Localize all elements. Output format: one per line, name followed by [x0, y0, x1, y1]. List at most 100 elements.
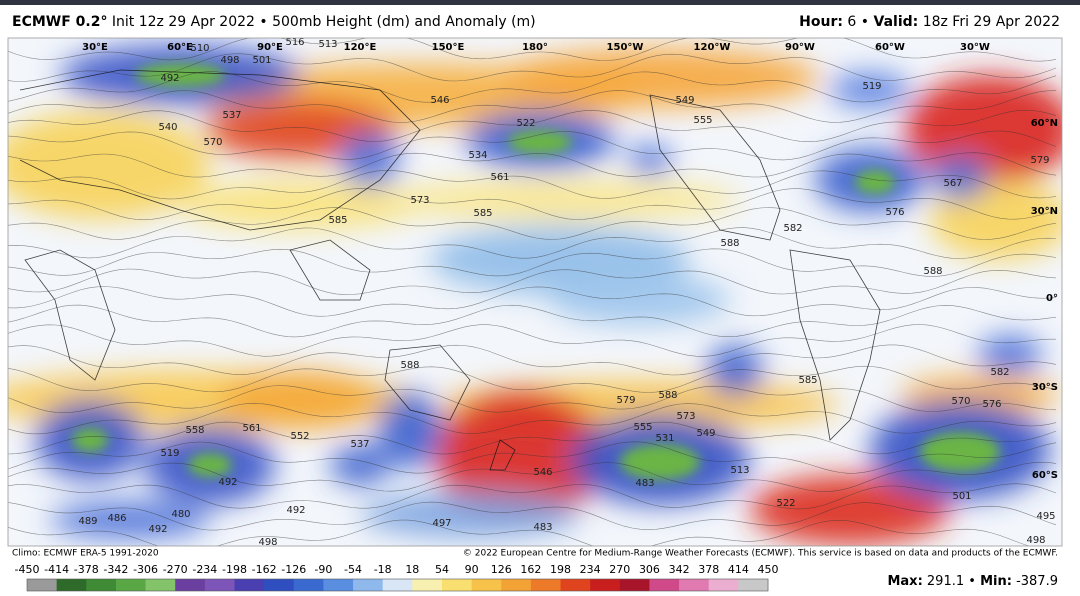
contour-label: 537 [222, 110, 241, 121]
longitude-label: 30°E [82, 42, 108, 53]
longitude-label: 60°E [167, 42, 193, 53]
anomaly-area [8, 110, 210, 220]
colorbar-swatch [145, 579, 176, 591]
colorbar-tick-label: -342 [103, 563, 128, 576]
latitude-label: 30°S [1032, 382, 1058, 393]
colorbar-swatch [530, 579, 562, 591]
longitude-label: 90°E [257, 42, 283, 53]
contour-line [8, 268, 1057, 295]
colorbar-tick-label: 270 [609, 563, 630, 576]
contour-label: 534 [468, 150, 487, 161]
min-label: Min: [980, 574, 1012, 589]
contour-line [8, 53, 1057, 82]
colorbar-frame [26, 578, 769, 592]
colorbar-swatch [560, 579, 591, 591]
anomaly-area [180, 180, 420, 230]
contour-label: 555 [693, 115, 712, 126]
contour-line [8, 483, 1057, 510]
latitude-label: 60°S [1032, 470, 1058, 481]
latitude-label: 60°N [1031, 118, 1058, 129]
contour-line [8, 170, 1057, 200]
copyright: © 2022 European Centre for Medium-Range … [463, 549, 1058, 559]
contour-label: 585 [798, 375, 817, 386]
colorbar-tick-label: -414 [44, 563, 69, 576]
colorbar-swatch [382, 579, 413, 591]
field: 500mb Height (dm) and Anomaly (m) [272, 14, 536, 30]
contour-line [8, 365, 1057, 393]
contour-label: 579 [616, 395, 635, 406]
colorbar-tick-label: -306 [133, 563, 158, 576]
climo: Climo: ECMWF ERA-5 1991-2020 [12, 549, 159, 559]
colorbar-swatch [649, 579, 680, 591]
colorbar-tick-label: 342 [669, 563, 690, 576]
anomaly-core [920, 432, 1000, 472]
anomaly-core [188, 453, 232, 477]
longitude-label: 90°W [785, 42, 815, 53]
contour-label: 570 [951, 396, 970, 407]
model: ECMWF 0.2° [12, 14, 107, 30]
valid-label: Valid: [874, 14, 919, 30]
contour-label: 497 [432, 518, 451, 529]
contour-label: 513 [318, 39, 337, 50]
contour-label: 582 [783, 223, 802, 234]
contour-label: 486 [107, 513, 126, 524]
contour-label: 483 [635, 478, 654, 489]
contour-label: 498 [1026, 535, 1045, 546]
anomaly-area [50, 502, 210, 538]
anomaly-area [830, 72, 910, 108]
latitude-label: 30°N [1031, 206, 1058, 217]
contour-label: 519 [862, 81, 881, 92]
init: Init 12z 29 Apr 2022 [112, 14, 255, 30]
contour-label: 588 [400, 360, 419, 371]
contour-label: 546 [533, 467, 552, 478]
colorbar-swatch [619, 579, 650, 591]
contour-label: 516 [285, 37, 304, 48]
colorbar-tick-label: 378 [698, 563, 719, 576]
colorbar-swatch [590, 579, 621, 591]
colorbar-swatch [56, 579, 87, 591]
colorbar-swatch [471, 579, 502, 591]
latitude-label: 0° [1046, 293, 1058, 304]
anomaly-area [550, 275, 730, 325]
colorbar-tick-label: 234 [580, 563, 601, 576]
contour-line [8, 207, 1057, 240]
contour-label: 483 [533, 522, 552, 533]
colorbar-swatch [264, 579, 295, 591]
anomaly-area [978, 335, 1042, 375]
contour-line [8, 324, 1056, 357]
anomaly-area [750, 475, 950, 545]
contour-label: 498 [220, 55, 239, 66]
colorbar-swatch [175, 579, 206, 591]
contour-line [8, 344, 1057, 376]
colorbar-swatch [234, 579, 265, 591]
contour-label: 585 [473, 208, 492, 219]
contour-label: 522 [776, 498, 795, 509]
anomaly-core [855, 170, 895, 194]
contour-line [8, 227, 1057, 259]
contour-line [8, 90, 1057, 123]
contour-label: 531 [655, 433, 674, 444]
contour-line [8, 304, 1057, 338]
colorbar-swatch [86, 579, 117, 591]
contour-label: 495 [1036, 511, 1055, 522]
longitude-label: 120°W [694, 42, 731, 53]
contour-label: 480 [171, 509, 190, 520]
hour-label: Hour: [799, 14, 843, 30]
colorbar-tick-label: 18 [405, 563, 419, 576]
header-right: Hour: 6 • Valid: 18z Fri 29 Apr 2022 [799, 14, 1060, 30]
contour-line [8, 501, 1057, 531]
contour-label: 579 [1030, 155, 1049, 166]
map: 30°E 60°E 90°E 120°E 150°E 180° 150°W 120°W 90°W… [8, 37, 1062, 546]
contour-label: 576 [982, 399, 1001, 410]
min: -387.9 [1016, 574, 1058, 589]
colorbar-swatch [204, 579, 235, 591]
colorbar-tick-label: -54 [344, 563, 362, 576]
max-label: Max: [887, 574, 922, 589]
anomaly-area [340, 132, 400, 188]
contour-label: 558 [185, 425, 204, 436]
contour-label: 561 [490, 172, 509, 183]
colorbar-swatch [293, 579, 324, 591]
colorbar-swatch [738, 579, 769, 591]
